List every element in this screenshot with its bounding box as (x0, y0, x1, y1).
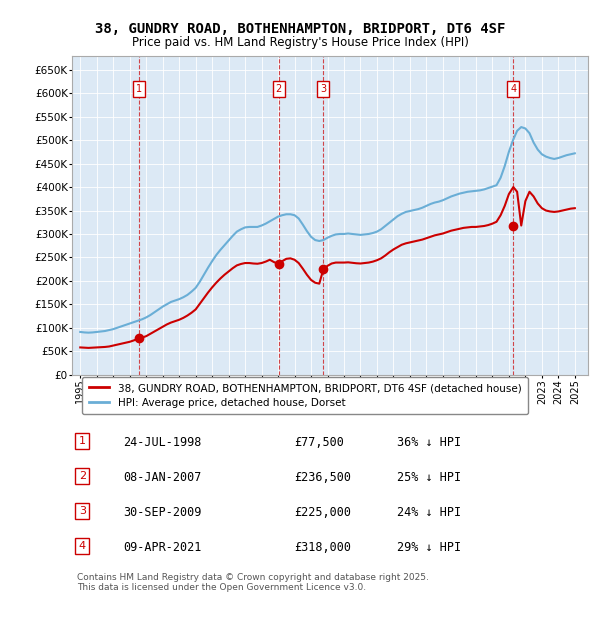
Text: £236,500: £236,500 (294, 471, 351, 484)
Text: 38, GUNDRY ROAD, BOTHENHAMPTON, BRIDPORT, DT6 4SF: 38, GUNDRY ROAD, BOTHENHAMPTON, BRIDPORT… (95, 22, 505, 36)
Text: 4: 4 (510, 84, 517, 94)
Text: 24-JUL-1998: 24-JUL-1998 (124, 436, 202, 449)
Text: 30-SEP-2009: 30-SEP-2009 (124, 506, 202, 519)
Text: 29% ↓ HPI: 29% ↓ HPI (397, 541, 461, 554)
Text: 3: 3 (320, 84, 326, 94)
Text: 36% ↓ HPI: 36% ↓ HPI (397, 436, 461, 449)
Text: Price paid vs. HM Land Registry's House Price Index (HPI): Price paid vs. HM Land Registry's House … (131, 36, 469, 49)
Text: £77,500: £77,500 (294, 436, 344, 449)
Text: 2: 2 (79, 471, 86, 481)
Legend: 38, GUNDRY ROAD, BOTHENHAMPTON, BRIDPORT, DT6 4SF (detached house), HPI: Average: 38, GUNDRY ROAD, BOTHENHAMPTON, BRIDPORT… (82, 377, 528, 414)
Text: 08-JAN-2007: 08-JAN-2007 (124, 471, 202, 484)
Text: 09-APR-2021: 09-APR-2021 (124, 541, 202, 554)
Text: 2: 2 (275, 84, 281, 94)
Text: £318,000: £318,000 (294, 541, 351, 554)
Text: 25% ↓ HPI: 25% ↓ HPI (397, 471, 461, 484)
Text: 1: 1 (136, 84, 142, 94)
Text: 4: 4 (79, 541, 86, 551)
Text: 1: 1 (79, 436, 86, 446)
Text: £225,000: £225,000 (294, 506, 351, 519)
Text: Contains HM Land Registry data © Crown copyright and database right 2025.
This d: Contains HM Land Registry data © Crown c… (77, 573, 429, 592)
Text: 24% ↓ HPI: 24% ↓ HPI (397, 506, 461, 519)
Text: 3: 3 (79, 506, 86, 516)
